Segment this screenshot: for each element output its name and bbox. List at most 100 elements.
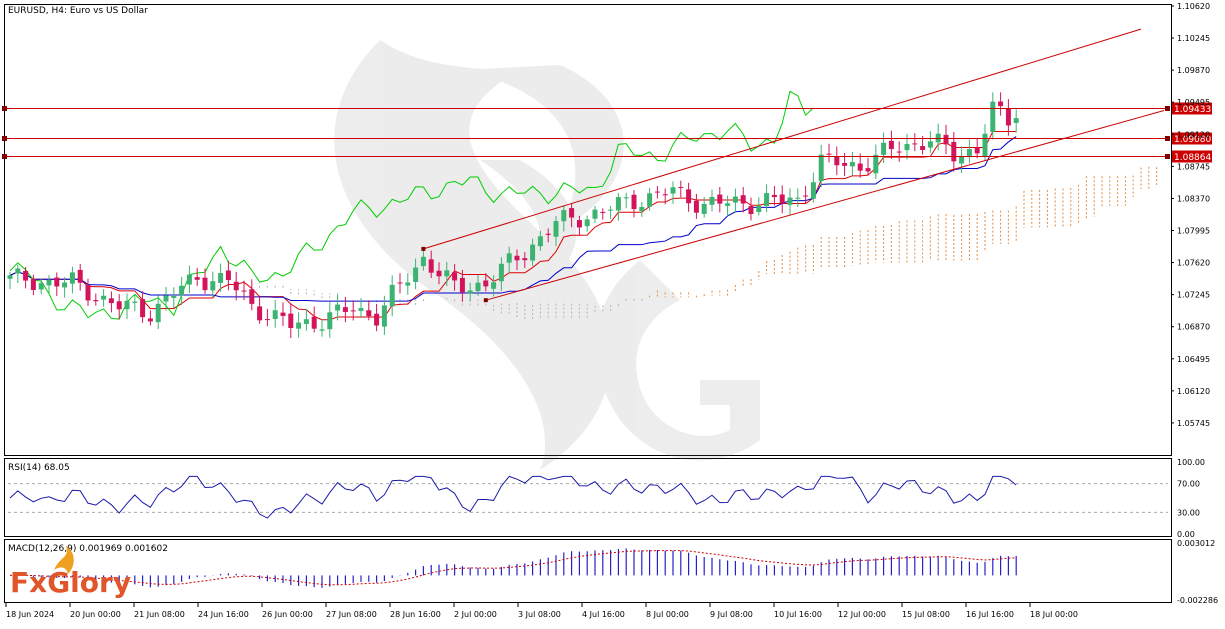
candle-body bbox=[951, 141, 957, 162]
rsi-tick-label: 30.00 bbox=[1177, 508, 1200, 517]
candle-body bbox=[631, 194, 637, 210]
candle-body bbox=[311, 316, 317, 329]
watermark-logo bbox=[334, 40, 760, 470]
price-tick-label: 1.05745 bbox=[1177, 419, 1210, 428]
candle-body bbox=[210, 281, 216, 291]
candle-body bbox=[927, 141, 933, 148]
candle-body bbox=[943, 134, 949, 145]
candle-body bbox=[701, 203, 707, 214]
candle-body bbox=[725, 203, 731, 206]
candle-body bbox=[124, 300, 130, 310]
candle-body bbox=[342, 307, 348, 312]
candle-body bbox=[436, 270, 442, 277]
rsi-line bbox=[9, 475, 1017, 519]
level-marker-right bbox=[1165, 106, 1170, 111]
candle-body bbox=[303, 319, 309, 324]
candle-body bbox=[444, 270, 450, 277]
time-tick-label: 8 Jul 00:00 bbox=[646, 610, 689, 619]
candle-body bbox=[709, 196, 715, 205]
candle-body bbox=[881, 142, 887, 155]
candle-body bbox=[982, 133, 988, 156]
candle-body bbox=[795, 197, 801, 199]
candle-body bbox=[381, 305, 387, 327]
candle-body bbox=[7, 275, 13, 279]
candle-body bbox=[865, 168, 871, 172]
candle-body bbox=[413, 267, 419, 282]
candle-body bbox=[101, 295, 107, 300]
time-tick-label: 15 Jul 08:00 bbox=[902, 610, 950, 619]
candle-body bbox=[686, 189, 692, 204]
macd-tick-label: -0.002286 bbox=[1177, 596, 1218, 605]
candle-body bbox=[592, 209, 598, 219]
candle-body bbox=[639, 207, 645, 212]
price-tick-label: 1.06495 bbox=[1177, 355, 1210, 364]
candle-body bbox=[93, 300, 99, 302]
price-tick-label: 1.09495 bbox=[1177, 98, 1210, 107]
candle-body bbox=[179, 285, 185, 296]
candle-body bbox=[810, 182, 816, 199]
level-marker-left bbox=[2, 136, 7, 141]
candle-body bbox=[30, 279, 36, 291]
level-marker-right bbox=[1165, 154, 1170, 159]
candle-body bbox=[257, 306, 263, 321]
time-tick-label: 24 Jun 16:00 bbox=[198, 610, 249, 619]
macd-indicator: 0.003012 -0.002286 bbox=[9, 539, 1218, 605]
candle-body bbox=[366, 310, 372, 317]
price-tick-label: 1.10245 bbox=[1177, 34, 1210, 43]
candle-body bbox=[756, 205, 762, 213]
candle-body bbox=[140, 299, 146, 318]
flame-icon bbox=[54, 546, 74, 574]
candle-body bbox=[241, 290, 247, 292]
candle-body bbox=[147, 318, 153, 322]
candle-body bbox=[171, 295, 177, 298]
candle-body bbox=[530, 244, 536, 261]
candle-body bbox=[514, 255, 520, 261]
candle-body bbox=[225, 270, 231, 281]
candle-body bbox=[54, 277, 60, 287]
candle-body bbox=[233, 281, 239, 291]
candle-body bbox=[467, 290, 473, 294]
candle-body bbox=[77, 269, 83, 283]
candle-body bbox=[662, 194, 668, 196]
candle-body bbox=[405, 282, 411, 286]
price-tick-label: 1.10620 bbox=[1177, 2, 1210, 11]
candle-body bbox=[62, 282, 68, 288]
time-tick-label: 9 Jul 08:00 bbox=[710, 610, 753, 619]
candle-body bbox=[959, 156, 965, 164]
price-tick-label: 1.09870 bbox=[1177, 66, 1210, 75]
price-tick-label: 1.08745 bbox=[1177, 162, 1210, 171]
level-marker-left bbox=[2, 106, 7, 111]
candle-body bbox=[522, 258, 528, 261]
level-label: 1.08864 bbox=[1174, 153, 1211, 163]
level-label-bg bbox=[1172, 102, 1212, 115]
candle-body bbox=[155, 303, 161, 323]
price-tick-label: 1.07620 bbox=[1177, 259, 1210, 268]
time-tick-label: 28 Jun 16:00 bbox=[390, 610, 441, 619]
candle-body bbox=[545, 233, 551, 235]
candle-body bbox=[670, 187, 676, 194]
candle-body bbox=[740, 195, 746, 204]
upper-trendline-anchor bbox=[421, 246, 426, 251]
candle-body bbox=[732, 196, 738, 203]
candle-body bbox=[920, 146, 926, 150]
time-tick-label: 3 Jul 08:00 bbox=[518, 610, 561, 619]
price-tick-label: 1.09120 bbox=[1177, 130, 1210, 139]
candle-body bbox=[647, 193, 653, 207]
candle-body bbox=[85, 284, 91, 301]
time-tick-label: 21 Jun 08:00 bbox=[134, 610, 185, 619]
candle-body bbox=[678, 186, 684, 188]
price-tick-label: 1.06120 bbox=[1177, 387, 1210, 396]
candle-body bbox=[218, 273, 224, 283]
time-tick-label: 12 Jul 00:00 bbox=[838, 610, 886, 619]
candle-body bbox=[116, 301, 122, 310]
rsi-panel bbox=[4, 458, 1172, 537]
candle-body bbox=[896, 151, 902, 153]
price-levels: 1.09433 1.09080 1.08864 bbox=[2, 102, 1212, 163]
rsi-tick-label: 0.00 bbox=[1177, 530, 1195, 539]
candle-body bbox=[389, 284, 395, 307]
time-tick-label: 18 Jun 2024 bbox=[6, 610, 54, 619]
candle-body bbox=[23, 271, 29, 281]
candle-body bbox=[38, 283, 44, 290]
level-marker-right bbox=[1165, 136, 1170, 141]
